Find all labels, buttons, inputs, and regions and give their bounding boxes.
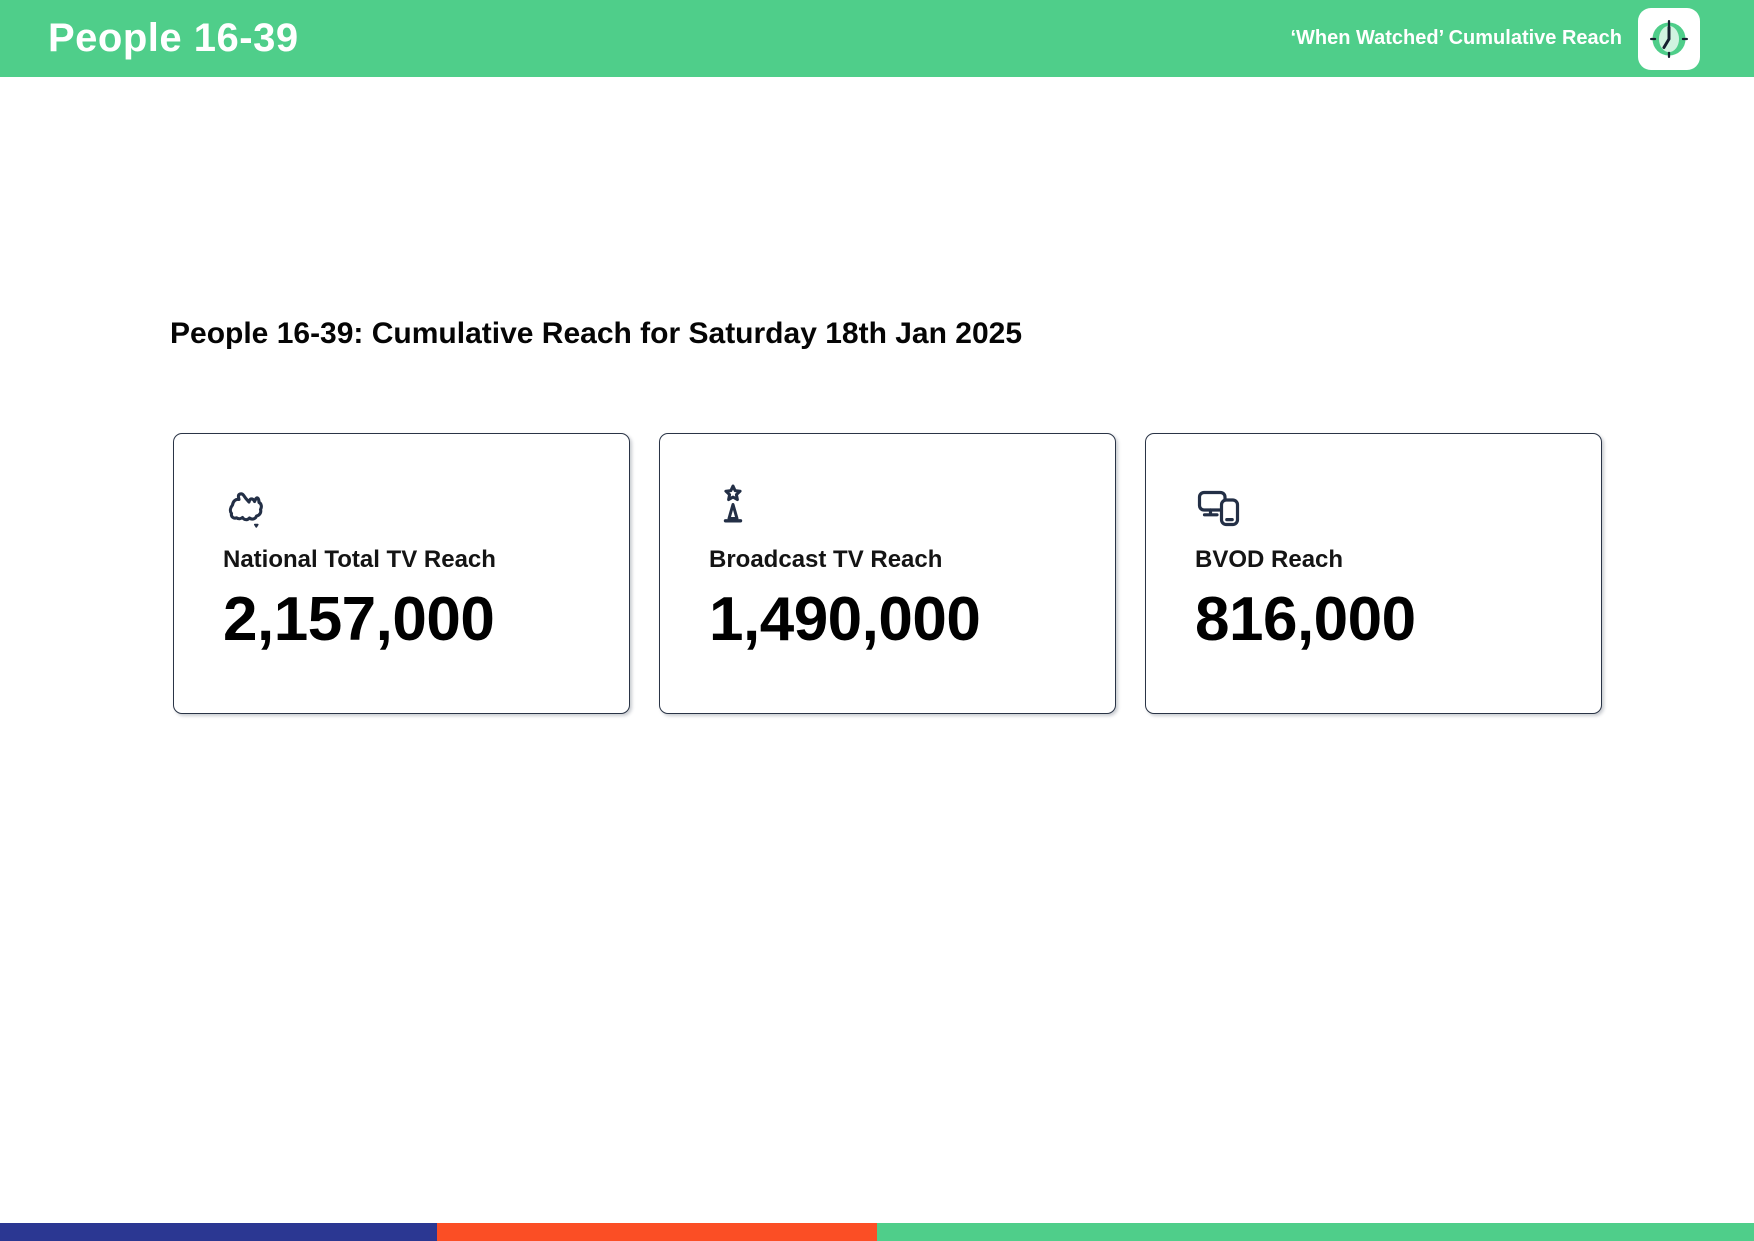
australia-map-icon: [223, 484, 271, 532]
kpi-value: 816,000: [1195, 585, 1416, 654]
footer-segment-orange: [437, 1223, 877, 1241]
broadcast-tower-icon: [709, 484, 757, 532]
kpi-value: 2,157,000: [223, 585, 495, 654]
kpi-card-national-total-tv: National Total TV Reach 2,157,000: [173, 433, 630, 714]
kpi-card-broadcast-tv: Broadcast TV Reach 1,490,000: [659, 433, 1116, 714]
footer-segment-green: [876, 1223, 1754, 1241]
kpi-card-bvod: BVOD Reach 816,000: [1145, 433, 1602, 714]
page-title: People 16-39: Cumulative Reach for Satur…: [170, 317, 1022, 351]
header-right-group: ‘When Watched’ Cumulative Reach: [1290, 7, 1700, 70]
devices-icon: [1195, 484, 1243, 532]
kpi-label: National Total TV Reach: [223, 546, 496, 573]
footer-bar: [0, 1223, 1754, 1241]
kpi-label: Broadcast TV Reach: [709, 546, 943, 573]
kpi-label: BVOD Reach: [1195, 546, 1344, 573]
app-header: People 16-39 ‘When Watched’ Cumulative R…: [0, 0, 1754, 77]
clock-icon: [1638, 7, 1700, 70]
header-subtitle: ‘When Watched’ Cumulative Reach: [1290, 27, 1622, 49]
kpi-cards-row: National Total TV Reach 2,157,000 Broadc…: [173, 433, 1602, 714]
app-title: People 16-39: [48, 16, 299, 60]
footer-segment-blue: [0, 1223, 438, 1241]
kpi-value: 1,490,000: [709, 585, 981, 654]
